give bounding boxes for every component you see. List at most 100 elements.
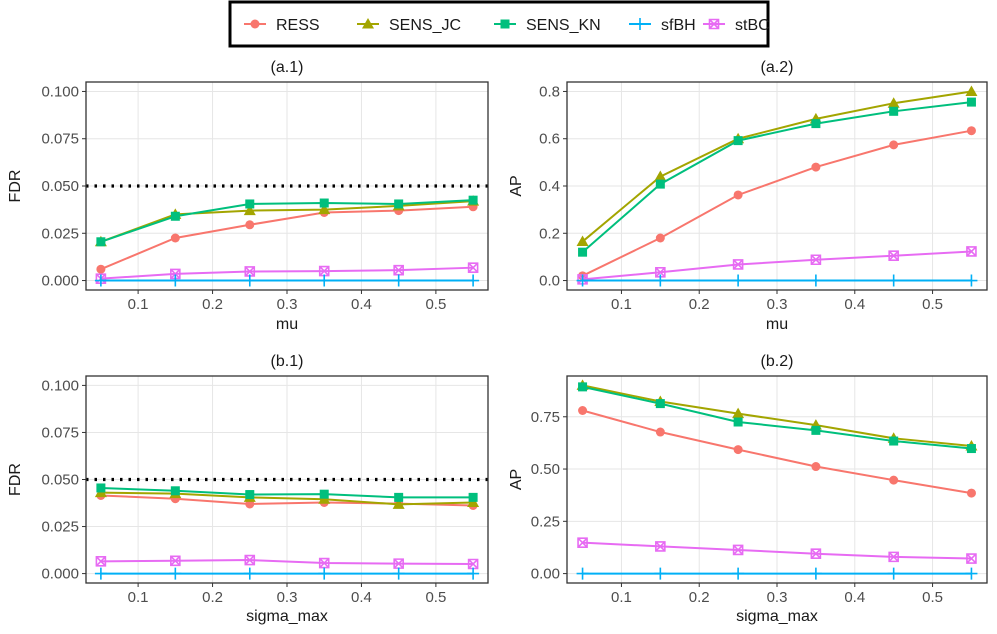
data-point bbox=[467, 558, 479, 570]
data-point bbox=[655, 399, 665, 409]
data-point bbox=[169, 567, 182, 580]
data-point bbox=[245, 490, 255, 500]
data-point bbox=[576, 567, 589, 580]
data-point bbox=[732, 274, 745, 287]
data-point bbox=[732, 407, 745, 419]
y-axis-label: AP bbox=[508, 469, 525, 490]
legend-marker bbox=[708, 18, 720, 30]
legend-label: RESS bbox=[276, 17, 320, 34]
legend-label: stBC bbox=[735, 17, 770, 34]
x-tick-label: 0.1 bbox=[611, 589, 632, 606]
data-point bbox=[170, 486, 180, 496]
panel-a-1: 0.1 0.2 0.3 0.4 0.5 0.000 0.025 0.050 0.075 0.100… bbox=[7, 59, 489, 333]
series-line bbox=[582, 250, 972, 281]
x-axis-label: sigma_max bbox=[246, 608, 328, 625]
data-point bbox=[244, 266, 256, 277]
data-point bbox=[245, 220, 255, 230]
y-tick-label: 0.0 bbox=[539, 273, 560, 290]
data-point bbox=[654, 170, 667, 182]
legend-label: SENS_KN bbox=[526, 17, 601, 34]
panels: 0.1 0.2 0.3 0.4 0.5 0.000 0.025 0.050 0.075 0.100… bbox=[7, 59, 988, 625]
data-point bbox=[654, 274, 667, 287]
y-tick-label: 0.050 bbox=[41, 472, 79, 489]
y-tick-label: 0.050 bbox=[41, 178, 79, 195]
data-point bbox=[245, 199, 255, 209]
legend-marker bbox=[500, 19, 510, 29]
legend-marker bbox=[250, 19, 260, 29]
data-point bbox=[887, 567, 900, 580]
data-point bbox=[655, 266, 666, 278]
series-stbc bbox=[577, 246, 977, 285]
data-point bbox=[244, 554, 256, 566]
data-point bbox=[96, 237, 106, 247]
data-point bbox=[578, 247, 588, 257]
legend-item-stbc: stBC bbox=[703, 17, 770, 34]
x-tick-label: 0.3 bbox=[277, 296, 298, 313]
panel-a-2: 0.1 0.2 0.3 0.4 0.5 0.0 0.2 0.4 0.6 0.8 (a.2) mu AP bbox=[508, 59, 988, 333]
data-point bbox=[811, 462, 821, 472]
y-tick-label: 0.025 bbox=[41, 519, 79, 536]
data-point bbox=[578, 382, 588, 392]
data-point bbox=[732, 567, 745, 580]
data-point bbox=[810, 254, 822, 266]
data-point bbox=[966, 97, 976, 107]
series-sens-kn bbox=[578, 97, 976, 257]
data-point bbox=[811, 425, 821, 435]
x-tick-label: 0.1 bbox=[128, 296, 149, 313]
data-point bbox=[654, 567, 667, 580]
x-tick-label: 0.4 bbox=[844, 589, 865, 606]
x-tick-label: 0.5 bbox=[922, 296, 943, 313]
data-point bbox=[733, 190, 743, 200]
data-point bbox=[243, 274, 256, 287]
series-line bbox=[100, 486, 474, 499]
data-point bbox=[889, 436, 899, 446]
data-point bbox=[966, 553, 977, 564]
series-sens-kn bbox=[578, 382, 976, 454]
x-tick-label: 0.5 bbox=[922, 589, 943, 606]
data-point bbox=[733, 445, 743, 455]
data-point bbox=[732, 259, 744, 270]
data-point bbox=[966, 444, 976, 454]
legend-item-sfbh: sfBH bbox=[629, 17, 696, 34]
y-tick-label: 0.8 bbox=[539, 83, 560, 100]
panel-title: (a.1) bbox=[271, 59, 304, 76]
series-stbc bbox=[95, 554, 479, 570]
x-tick-label: 0.4 bbox=[844, 296, 865, 313]
data-point bbox=[96, 264, 106, 274]
y-tick-label: 0.6 bbox=[539, 131, 560, 148]
y-tick-label: 0.75 bbox=[531, 409, 560, 426]
data-point bbox=[394, 492, 404, 502]
data-point bbox=[393, 558, 404, 569]
series-line bbox=[100, 491, 474, 506]
data-point bbox=[809, 567, 822, 580]
y-tick-label: 0.000 bbox=[41, 566, 79, 583]
data-point bbox=[576, 235, 589, 247]
data-point bbox=[392, 274, 405, 287]
data-point bbox=[318, 265, 330, 277]
x-tick-label: 0.4 bbox=[351, 589, 372, 606]
series-sfbh bbox=[94, 274, 480, 287]
data-point bbox=[655, 233, 665, 243]
data-point bbox=[394, 199, 404, 209]
data-point bbox=[170, 555, 181, 567]
series-sfbh bbox=[576, 274, 978, 287]
series-line bbox=[100, 559, 474, 565]
series-sens-kn bbox=[96, 195, 478, 247]
data-point bbox=[965, 85, 978, 96]
data-point bbox=[966, 246, 977, 257]
data-point bbox=[96, 483, 106, 493]
panel-title: (b.1) bbox=[271, 353, 304, 370]
series-line bbox=[581, 101, 972, 253]
series-line bbox=[100, 205, 474, 271]
data-point bbox=[95, 556, 107, 567]
series-line bbox=[100, 200, 474, 243]
x-tick-label: 0.1 bbox=[611, 296, 632, 313]
x-tick-label: 0.2 bbox=[202, 589, 223, 606]
data-point bbox=[170, 211, 180, 221]
series-line bbox=[582, 541, 972, 560]
y-axis-label: FDR bbox=[7, 463, 24, 496]
data-point bbox=[966, 126, 976, 136]
series-line bbox=[100, 266, 474, 280]
data-point bbox=[243, 567, 256, 580]
legend-label: sfBH bbox=[661, 17, 696, 34]
